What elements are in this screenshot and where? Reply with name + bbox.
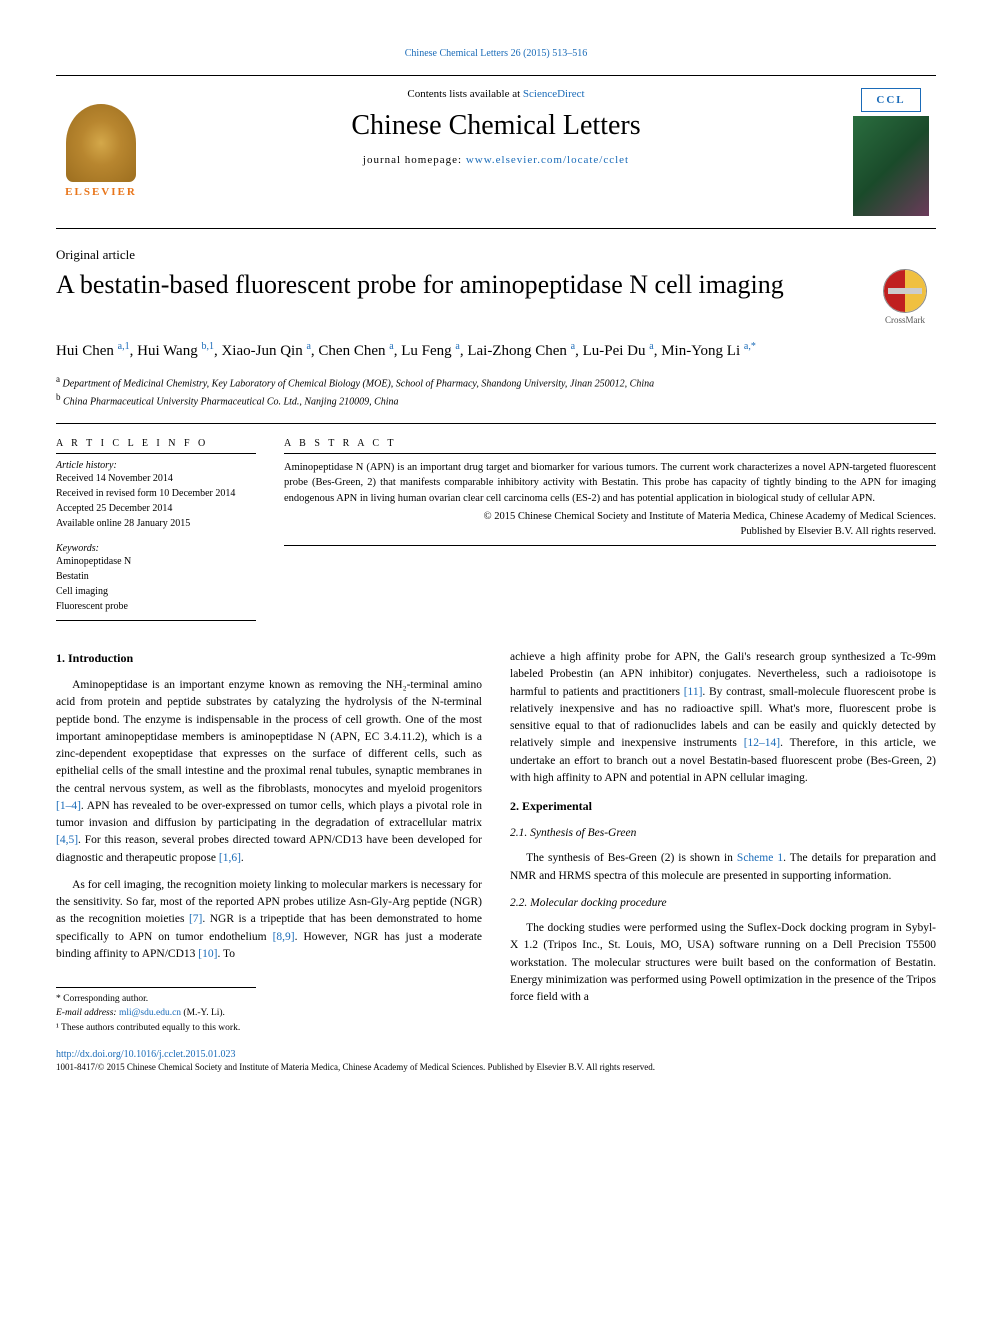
journal-cover-thumb bbox=[853, 116, 929, 216]
header-center: Contents lists available at ScienceDirec… bbox=[146, 88, 846, 166]
homepage-line: journal homepage: www.elsevier.com/locat… bbox=[166, 154, 826, 166]
section-2-1-heading: 2.1. Synthesis of Bes-Green bbox=[510, 825, 936, 842]
doi-line: http://dx.doi.org/10.1016/j.cclet.2015.0… bbox=[56, 1049, 936, 1060]
history-lines: Received 14 November 2014Received in rev… bbox=[56, 471, 256, 531]
keywords-list: Aminopeptidase NBestatinCell imagingFluo… bbox=[56, 554, 256, 621]
ccl-badge-icon: CCL bbox=[861, 88, 921, 112]
crossmark-icon bbox=[883, 269, 927, 313]
corr-author-note: * Corresponding author. bbox=[56, 992, 256, 1006]
article-title: A bestatin-based fluorescent probe for a… bbox=[56, 269, 858, 302]
history-label: Article history: bbox=[56, 460, 256, 471]
abstract-text: Aminopeptidase N (APN) is an important d… bbox=[284, 460, 936, 506]
cite-1-4[interactable]: [1–4] bbox=[56, 800, 81, 812]
equal-contrib-note: ¹ These authors contributed equally to t… bbox=[56, 1021, 256, 1035]
right-column: achieve a high affinity probe for APN, t… bbox=[510, 649, 936, 1035]
bottom-copyright: 1001-8417/© 2015 Chinese Chemical Societ… bbox=[56, 1062, 936, 1072]
elsevier-text: ELSEVIER bbox=[65, 186, 137, 198]
crossmark-label: CrossMark bbox=[885, 315, 925, 325]
article-info: A R T I C L E I N F O Article history: R… bbox=[56, 438, 256, 621]
info-heading: A R T I C L E I N F O bbox=[56, 438, 256, 454]
article-type: Original article bbox=[56, 247, 936, 263]
top-citation-link[interactable]: Chinese Chemical Letters 26 (2015) 513–5… bbox=[56, 48, 936, 59]
cite-12-14[interactable]: [12–14] bbox=[744, 737, 780, 749]
cite-11[interactable]: [11] bbox=[684, 686, 703, 698]
section-2-heading: 2. Experimental bbox=[510, 797, 936, 815]
section-2-2-heading: 2.2. Molecular docking procedure bbox=[510, 895, 936, 912]
cite-1-6[interactable]: [1,6] bbox=[219, 852, 241, 864]
contents-line: Contents lists available at ScienceDirec… bbox=[166, 88, 826, 100]
section-2-2-text: The docking studies were performed using… bbox=[510, 920, 936, 1006]
crossmark-badge[interactable]: CrossMark bbox=[874, 269, 936, 325]
sciencedirect-link[interactable]: ScienceDirect bbox=[523, 88, 585, 100]
journal-header: ELSEVIER Contents lists available at Sci… bbox=[56, 75, 936, 229]
elsevier-tree-icon bbox=[66, 104, 136, 182]
left-column: 1. Introduction Aminopeptidase is an imp… bbox=[56, 649, 482, 1035]
authors: Hui Chen a,1, Hui Wang b,1, Xiao-Jun Qin… bbox=[56, 339, 936, 363]
journal-title: Chinese Chemical Letters bbox=[166, 110, 826, 142]
divider bbox=[56, 423, 936, 424]
intro-para-2: As for cell imaging, the recognition moi… bbox=[56, 877, 482, 963]
scheme-1-link[interactable]: Scheme 1 bbox=[737, 852, 783, 864]
footnotes: * Corresponding author. E-mail address: … bbox=[56, 987, 256, 1035]
intro-para-1: Aminopeptidase is an important enzyme kn… bbox=[56, 677, 482, 867]
homepage-prefix: journal homepage: bbox=[363, 154, 466, 166]
contents-prefix: Contents lists available at bbox=[407, 88, 522, 100]
cite-7[interactable]: [7] bbox=[189, 913, 202, 925]
abstract-copyright: © 2015 Chinese Chemical Society and Inst… bbox=[284, 510, 936, 539]
affiliations: a Department of Medicinal Chemistry, Key… bbox=[56, 373, 936, 410]
section-1-heading: 1. Introduction bbox=[56, 649, 482, 667]
email-link[interactable]: mli@sdu.edu.cn bbox=[119, 1008, 181, 1018]
email-line: E-mail address: mli@sdu.edu.cn (M.-Y. Li… bbox=[56, 1006, 256, 1020]
homepage-link[interactable]: www.elsevier.com/locate/cclet bbox=[466, 154, 629, 166]
cite-10[interactable]: [10] bbox=[198, 948, 217, 960]
abstract-divider bbox=[284, 545, 936, 546]
intro-para-2-cont: achieve a high affinity probe for APN, t… bbox=[510, 649, 936, 787]
header-right: CCL bbox=[846, 88, 936, 216]
cite-4-5[interactable]: [4,5] bbox=[56, 834, 78, 846]
keywords-label: Keywords: bbox=[56, 543, 256, 554]
cite-8-9[interactable]: [8,9] bbox=[273, 931, 295, 943]
doi-link[interactable]: http://dx.doi.org/10.1016/j.cclet.2015.0… bbox=[56, 1049, 236, 1060]
abstract-heading: A B S T R A C T bbox=[284, 438, 936, 454]
section-2-1-text: The synthesis of Bes-Green (2) is shown … bbox=[510, 850, 936, 885]
affiliation-a: a Department of Medicinal Chemistry, Key… bbox=[56, 373, 936, 391]
abstract: A B S T R A C T Aminopeptidase N (APN) i… bbox=[284, 438, 936, 621]
elsevier-logo: ELSEVIER bbox=[56, 88, 146, 198]
affiliation-b: b China Pharmaceutical University Pharma… bbox=[56, 391, 936, 409]
